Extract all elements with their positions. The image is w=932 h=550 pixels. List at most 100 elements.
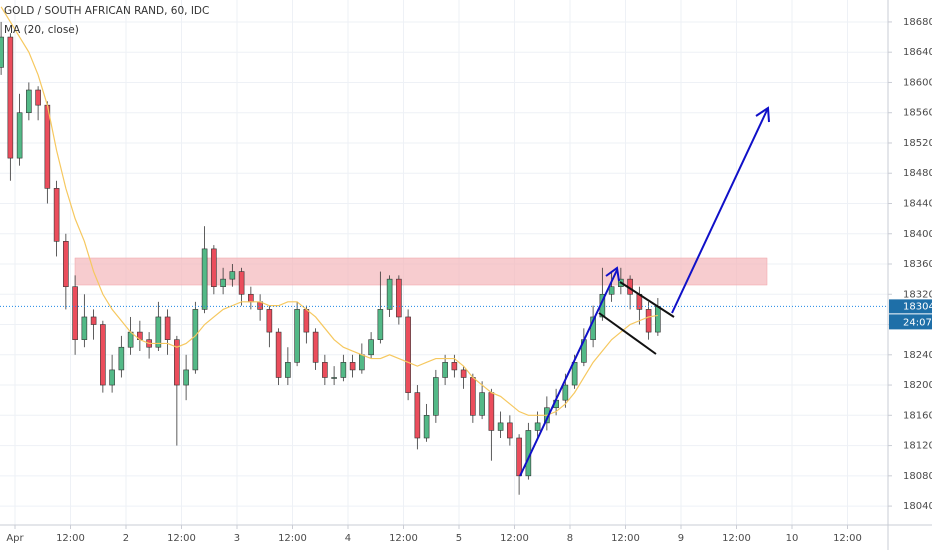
y-tick-label: 18480 bbox=[903, 168, 932, 179]
x-tick-label: 5 bbox=[456, 533, 462, 544]
candle-body bbox=[359, 354, 365, 371]
candle-body bbox=[7, 36, 14, 159]
flag-line bbox=[619, 281, 675, 318]
candle-body bbox=[266, 309, 273, 333]
x-tick-label: 12:00 bbox=[56, 533, 85, 544]
candle-body bbox=[100, 324, 106, 386]
candle-body bbox=[229, 271, 236, 280]
candle-body bbox=[423, 415, 430, 439]
candle-body bbox=[488, 392, 495, 431]
candle-body bbox=[433, 377, 439, 416]
candle-body bbox=[349, 362, 356, 371]
candle-body bbox=[322, 362, 328, 378]
candle-body bbox=[368, 339, 374, 356]
candle-body bbox=[81, 316, 88, 340]
candle-body bbox=[16, 112, 23, 159]
candle-body bbox=[63, 241, 69, 288]
candle-body bbox=[90, 316, 97, 325]
candle-body bbox=[211, 248, 217, 288]
projection-arrow bbox=[671, 107, 769, 314]
x-tick-label: 3 bbox=[234, 533, 240, 544]
drawings bbox=[519, 106, 770, 477]
y-tick-label: 18040 bbox=[903, 501, 932, 512]
candle-body bbox=[340, 362, 347, 378]
chart-title: GOLD / SOUTH AFRICAN RAND, 60, IDC bbox=[4, 5, 209, 17]
candle-body bbox=[405, 316, 411, 393]
x-tick-label: 12:00 bbox=[167, 533, 196, 544]
resistance-zone bbox=[74, 257, 768, 286]
candle-body bbox=[386, 278, 393, 310]
candle-body bbox=[0, 36, 4, 68]
candle-body bbox=[608, 286, 615, 295]
x-tick-label: 4 bbox=[345, 533, 351, 544]
x-tick-label: 8 bbox=[567, 533, 573, 544]
x-tick-label: 9 bbox=[678, 533, 684, 544]
candle-body bbox=[109, 369, 115, 386]
trend-arrow bbox=[519, 269, 618, 477]
last-price-box bbox=[889, 299, 932, 314]
candle-body bbox=[451, 362, 458, 371]
y-tick-label: 18560 bbox=[903, 108, 932, 119]
candle-body bbox=[534, 422, 541, 431]
x-tick-label: 12:00 bbox=[833, 533, 862, 544]
y-tick-label: 18400 bbox=[903, 229, 932, 240]
candle-body bbox=[460, 369, 467, 378]
arrow-head bbox=[605, 266, 620, 282]
candle-body bbox=[470, 377, 476, 416]
x-tick-label: 12:00 bbox=[389, 533, 418, 544]
countdown-box bbox=[889, 314, 932, 330]
candle-body bbox=[53, 188, 60, 242]
candle-body bbox=[507, 422, 513, 439]
x-tick-label: 12:00 bbox=[722, 533, 751, 544]
y-tick-label: 18120 bbox=[903, 441, 932, 452]
x-tick-label: Apr bbox=[6, 533, 24, 544]
y-tick-label: 18240 bbox=[903, 350, 932, 361]
x-tick-label: 10 bbox=[786, 533, 799, 544]
y-tick-label: 18680 bbox=[903, 17, 932, 28]
candle-body bbox=[192, 309, 199, 371]
candle-body bbox=[442, 362, 448, 378]
candle-body bbox=[497, 422, 504, 431]
candle-body bbox=[174, 339, 180, 386]
candle-body bbox=[238, 271, 245, 295]
candle-body bbox=[220, 278, 226, 288]
plot bbox=[0, 6, 888, 495]
candle-body bbox=[516, 437, 522, 477]
candle-body bbox=[396, 278, 402, 318]
candle-body bbox=[285, 362, 291, 378]
candle-body bbox=[72, 286, 78, 340]
candle-body bbox=[44, 104, 51, 189]
candle-body bbox=[479, 392, 485, 416]
y-tick-label: 18440 bbox=[903, 198, 932, 209]
y-tick-label: 18320 bbox=[903, 289, 932, 300]
countdown-label: 24:07 bbox=[903, 317, 932, 328]
last-price-label: 18304 bbox=[903, 301, 932, 312]
candle-body bbox=[275, 331, 282, 378]
candle-body bbox=[201, 248, 208, 310]
x-tick-label: 2 bbox=[123, 533, 129, 544]
x-tick-label: 12:00 bbox=[278, 533, 307, 544]
candle-body bbox=[183, 369, 189, 386]
candle-body bbox=[35, 89, 41, 106]
candle-body bbox=[377, 309, 384, 340]
candle-body bbox=[414, 392, 421, 439]
candle-body bbox=[164, 316, 171, 340]
indicator-label: MA (20, close) bbox=[4, 24, 79, 36]
arrow-head bbox=[755, 106, 770, 123]
candle-body bbox=[645, 309, 652, 333]
x-tick-label: 12:00 bbox=[611, 533, 640, 544]
candle-body bbox=[312, 331, 319, 363]
flag-line bbox=[598, 312, 657, 355]
candle-body bbox=[655, 306, 661, 333]
y-tick-label: 18200 bbox=[903, 380, 932, 391]
candle-body bbox=[127, 331, 134, 348]
y-tick-label: 18600 bbox=[903, 77, 932, 88]
candle-body bbox=[331, 377, 337, 379]
y-tick-label: 18360 bbox=[903, 259, 932, 270]
candle-body bbox=[248, 293, 254, 303]
candle-body bbox=[118, 346, 125, 371]
candle-body bbox=[294, 309, 300, 363]
y-tick-label: 18080 bbox=[903, 471, 932, 482]
candle-body bbox=[26, 89, 32, 114]
